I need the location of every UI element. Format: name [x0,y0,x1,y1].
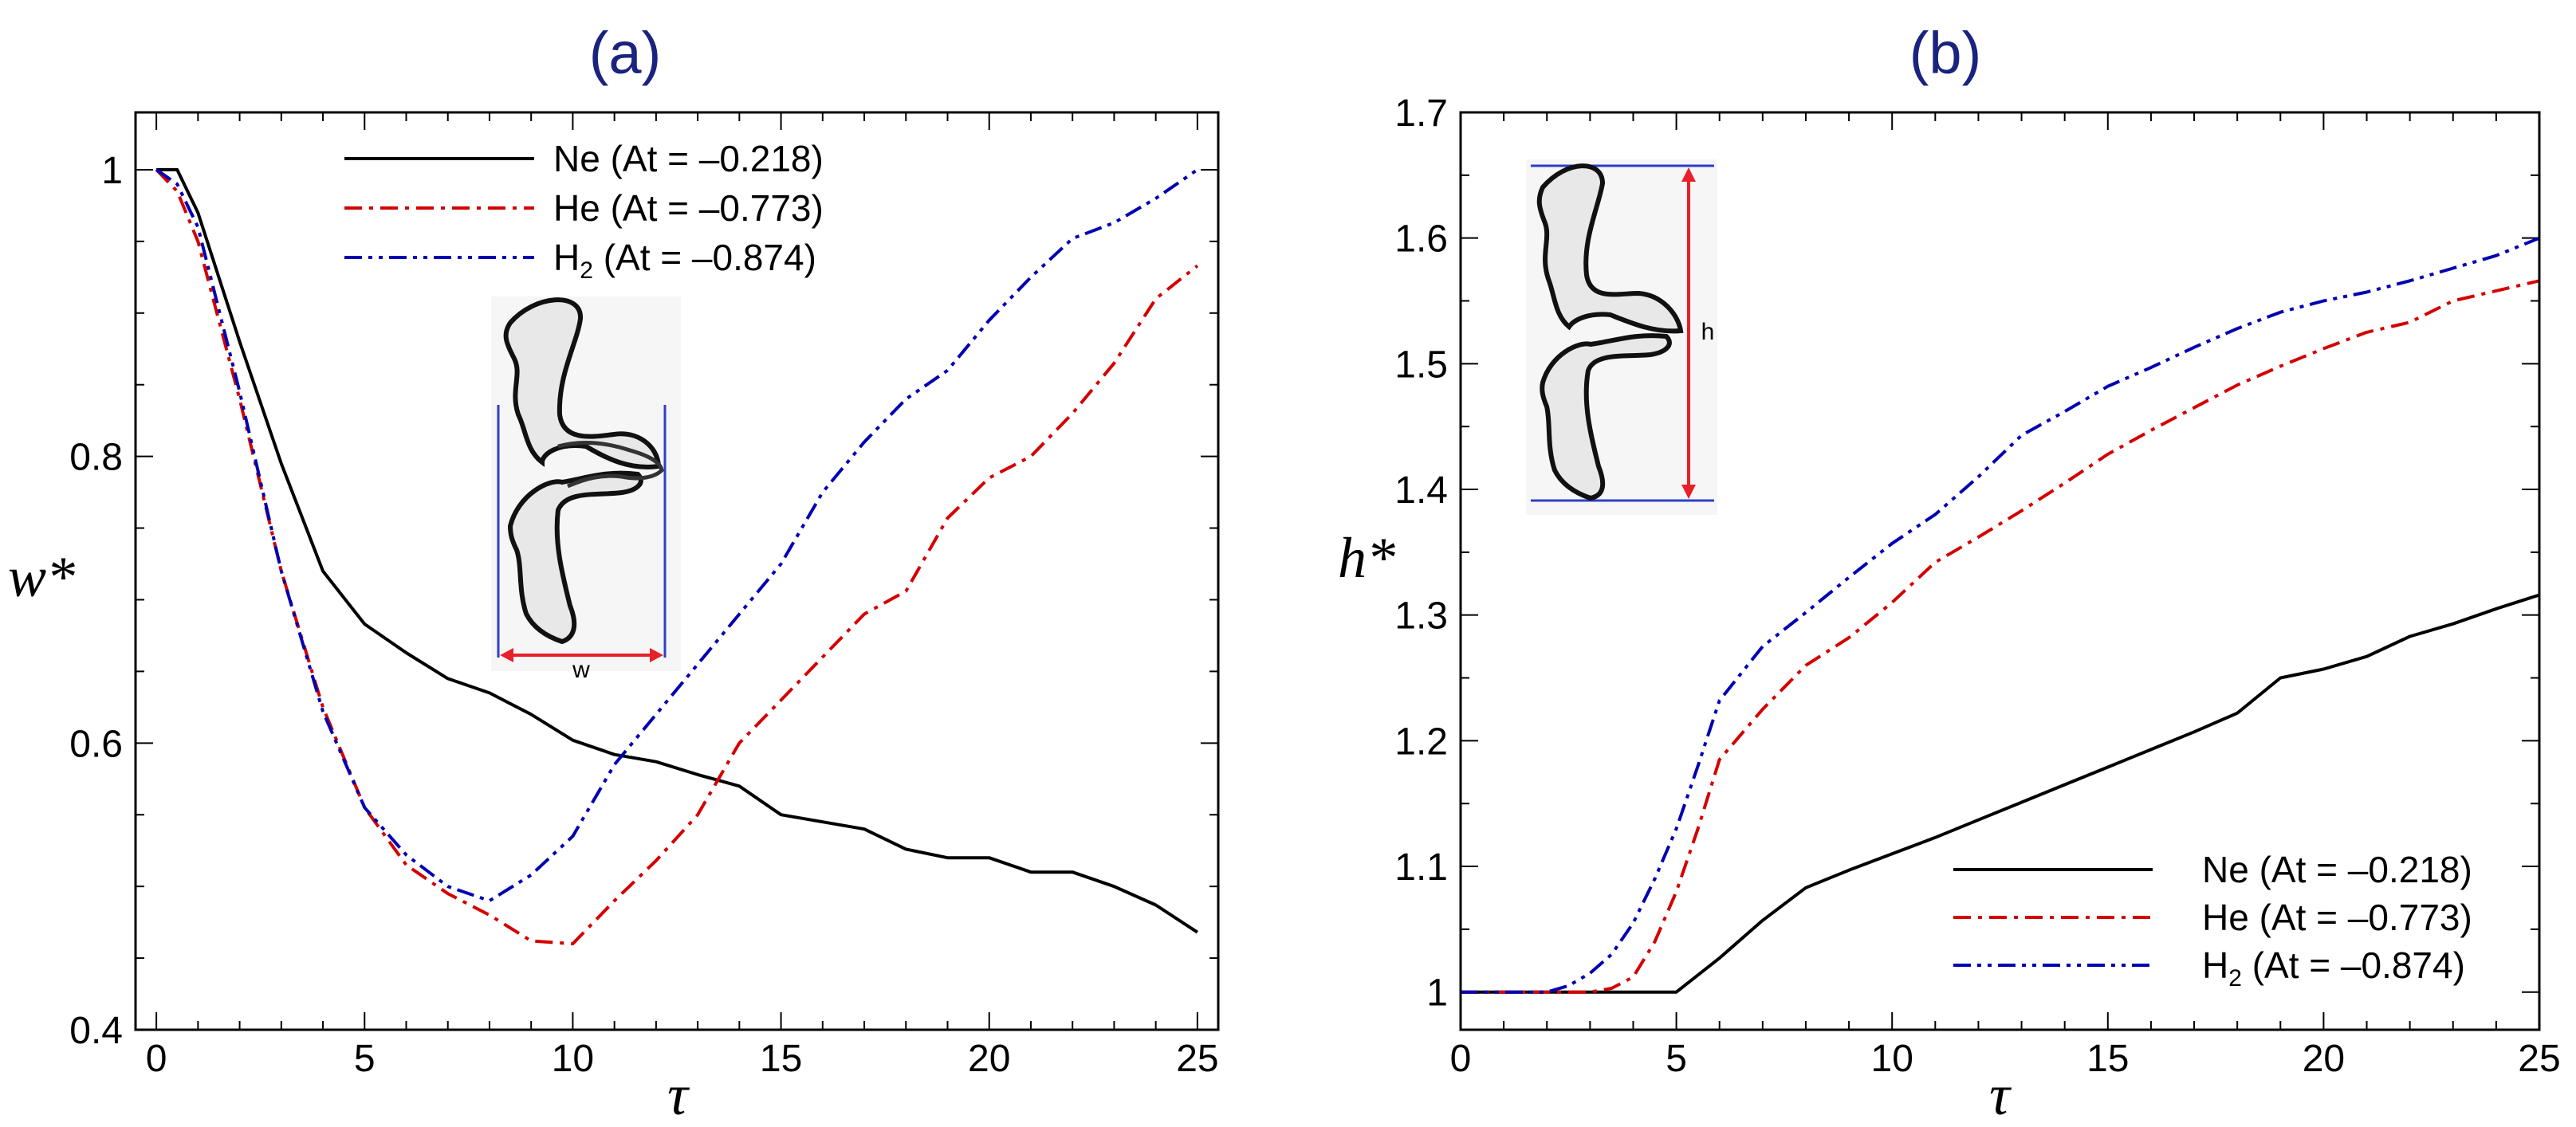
panel-a-inset: w [491,296,681,683]
inset-bubble-lower [507,470,643,645]
y-tick-label: 0.6 [69,723,123,765]
panel-b: (b) h 0 5 10 15 20 25 1 1.1 1.2 1.3 1.4 1.5 1.6 1.7 N… [1338,20,2561,1127]
inset-interface-swirl [557,440,664,489]
inset-bubble-upper [1536,163,1684,334]
legend-label-2: H2 (At = –0.874) [553,237,816,284]
panel-b-inset: h [1526,159,1717,515]
legend-label-1: He (At = –0.773) [553,187,824,229]
panel-a-title: (a) [589,20,661,86]
panel-a-legend: Ne (At = –0.218) He (At = –0.773) H2 (At =… [344,138,824,284]
panel-b-series [1461,236,2540,994]
y-tick-label: 1.4 [1394,469,1448,512]
panel-a-series [155,167,1199,946]
y-tick-label: 0.4 [69,1010,123,1052]
inset-bubble-lower [1540,333,1672,501]
y-tick-label: 1.6 [1394,218,1448,261]
series-line-0 [156,167,1198,934]
legend-label-2: H2 (At = –0.874) [2202,944,2465,992]
y-tick-label: 1.7 [1394,92,1448,135]
inset-arrowhead-top [1681,167,1696,182]
x-tick-label: 10 [552,1038,594,1080]
panel-b-tick-labels: 0 5 10 15 20 25 1 1.1 1.2 1.3 1.4 1.5 1.6 1.7 [1394,92,2560,1080]
series-line-0 [1461,593,2540,994]
y-tick-label: 1 [101,150,123,192]
x-tick-label: 0 [1450,1038,1472,1080]
inset-arrowhead-right [650,648,663,662]
x-tick-label: 5 [1666,1038,1687,1080]
inset-height-label: h [1701,319,1715,345]
panel-b-plot-frame [1459,111,2541,1031]
legend-label-0: Ne (At = –0.218) [553,138,824,179]
y-tick-label: 1 [1426,972,1448,1015]
legend-label-0: Ne (At = –0.218) [2202,849,2472,890]
x-tick-label: 15 [2086,1038,2129,1080]
panel-b-legend: Ne (At = –0.218) He (At = –0.773) H2 (At =… [1953,849,2472,992]
series-line-1 [155,168,1199,946]
panel-b-title: (b) [1909,20,1981,86]
x-tick-label: 10 [1871,1038,1913,1080]
panel-a-x-axis-label: τ [667,1063,690,1127]
y-tick-label: 1.1 [1394,846,1448,889]
x-tick-label: 15 [760,1038,802,1080]
panel-a-plot-frame [134,111,1220,1031]
x-tick-label: 25 [2518,1038,2560,1080]
panel-a-tick-marks [136,112,1218,1031]
panel-a-tick-labels: 0 5 10 15 20 25 0.4 0.6 0.8 1 [69,150,1218,1080]
series-line-1 [1461,279,2540,994]
x-tick-label: 25 [1176,1038,1218,1080]
y-tick-label: 1.3 [1394,595,1448,638]
inset-width-label: w [572,657,590,683]
x-tick-label: 0 [146,1038,167,1080]
inset-arrowhead-bottom [1681,485,1696,499]
x-tick-label: 20 [968,1038,1010,1080]
panel-b-y-axis-label: h* [1338,526,1395,590]
legend-label-1: He (At = –0.773) [2202,897,2472,938]
x-tick-label: 20 [2303,1038,2345,1080]
y-tick-label: 1.5 [1394,344,1448,386]
inset-arrowhead-left [500,648,513,662]
panel-a-y-axis-label: w* [8,545,75,609]
series-line-2 [1461,236,2540,994]
panel-a: (a) w 0 5 10 15 20 25 0.4 0.6 0.8 1 Ne (At = –0.2… [8,20,1220,1127]
y-tick-label: 0.8 [69,437,123,479]
y-tick-label: 1.2 [1394,721,1448,763]
x-tick-label: 5 [354,1038,376,1080]
panel-b-x-axis-label: τ [1989,1063,2012,1127]
